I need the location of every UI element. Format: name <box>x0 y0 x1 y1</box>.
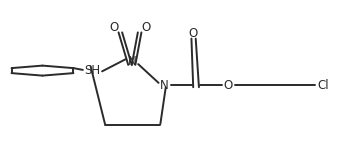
Text: O: O <box>109 21 118 34</box>
Text: O: O <box>188 27 197 40</box>
Text: O: O <box>224 78 233 92</box>
Text: Cl: Cl <box>317 78 329 92</box>
Text: SH: SH <box>84 64 100 77</box>
Text: N: N <box>127 55 136 69</box>
Text: O: O <box>141 21 151 34</box>
Text: N: N <box>159 78 168 92</box>
